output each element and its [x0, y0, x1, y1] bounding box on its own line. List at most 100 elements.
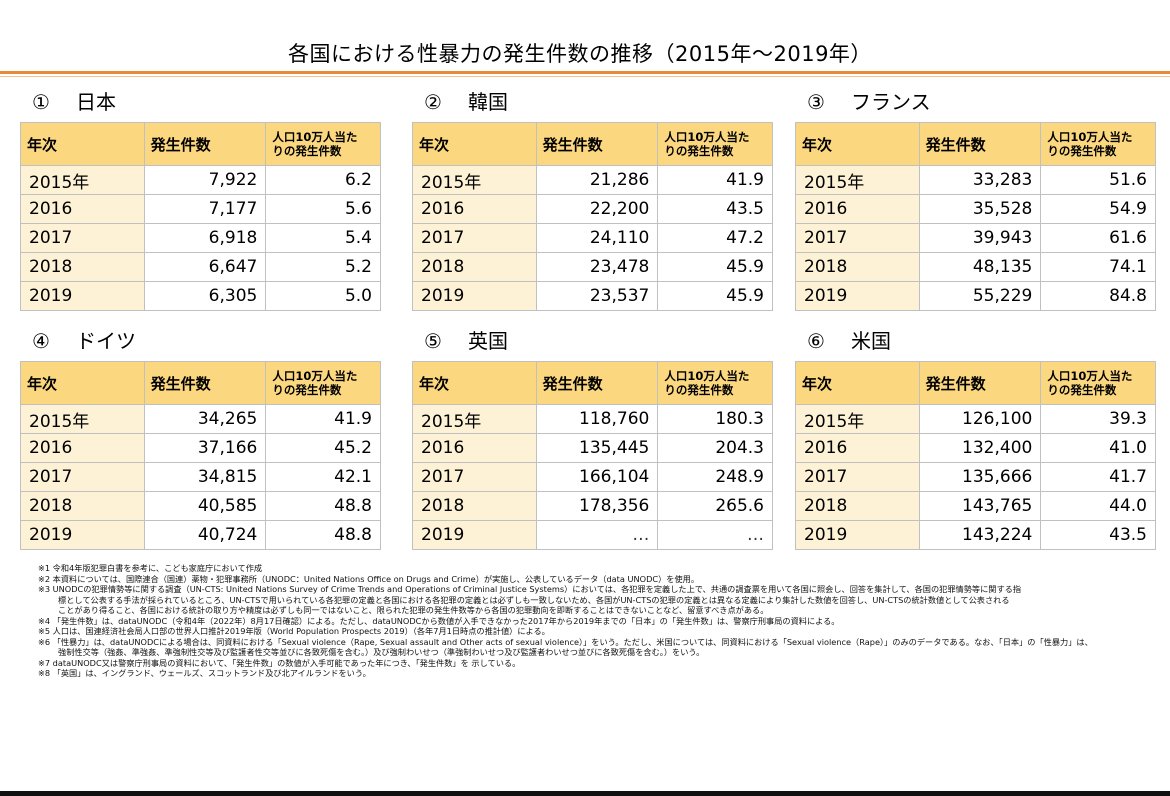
- country-panel: ③ フランス 年次 発生件数 人口10万人当た りの発生件数 2015年 33,283 51.6…: [795, 89, 1156, 311]
- cell-year: 2015年: [795, 165, 920, 195]
- cell-count: 6,647: [143, 252, 267, 282]
- header-rate: 人口10万人当た りの発生件数: [1040, 122, 1156, 166]
- cell-rate: 41.0: [1040, 433, 1156, 463]
- cell-rate: 204.3: [657, 433, 773, 463]
- cell-year: 2019: [20, 281, 145, 311]
- cell-rate: 180.3: [657, 404, 773, 434]
- cell-year: 2018: [20, 491, 145, 521]
- cell-year: 2015年: [20, 404, 145, 434]
- table-row: 2019……: [412, 520, 773, 550]
- table-header-row: 年次 発生件数 人口10万人当た りの発生件数: [20, 122, 381, 166]
- header-count: 発生件数: [918, 361, 1042, 405]
- table-row: 2019 143,224 43.5: [795, 520, 1156, 550]
- table-row: 2019 40,724 48.8: [20, 520, 381, 550]
- cell-rate: 45.2: [265, 433, 381, 463]
- table-row: 2016 132,400 41.0: [795, 433, 1156, 463]
- country-name: フランス: [851, 90, 931, 114]
- cell-rate: 47.2: [657, 223, 773, 253]
- title-underline-thin: [0, 76, 1170, 77]
- cell-count: 39,943: [918, 223, 1042, 253]
- cell-rate: 54.9: [1040, 194, 1156, 224]
- cell-count: 40,585: [143, 491, 267, 521]
- cell-count: 143,765: [918, 491, 1042, 521]
- table-row: 2015年 7,922 6.2: [20, 165, 381, 195]
- header-rate-line1: 人口10万人当た: [1047, 369, 1133, 383]
- cell-count: 135,666: [918, 462, 1042, 492]
- header-rate-line1: 人口10万人当た: [664, 369, 750, 383]
- country-name: 英国: [468, 329, 508, 353]
- cell-rate: 61.6: [1040, 223, 1156, 253]
- cell-rate: 48.8: [265, 520, 381, 550]
- header-year: 年次: [795, 361, 920, 405]
- cell-rate: 5.4: [265, 223, 381, 253]
- cell-rate: …: [657, 520, 773, 550]
- cell-rate: 84.8: [1040, 281, 1156, 311]
- header-rate-line1: 人口10万人当た: [664, 130, 750, 144]
- cell-count: 135,445: [535, 433, 659, 463]
- cell-rate: 44.0: [1040, 491, 1156, 521]
- header-rate-line1: 人口10万人当た: [1047, 130, 1133, 144]
- statistics-table: 年次 発生件数 人口10万人当た りの発生件数 2015年 118,760 180.3 201…: [412, 361, 773, 550]
- cell-rate: 43.5: [1040, 520, 1156, 550]
- cell-year: 2015年: [412, 404, 537, 434]
- cell-rate: 41.7: [1040, 462, 1156, 492]
- cell-year: 2019: [20, 520, 145, 550]
- table-row: 2019 55,229 84.8: [795, 281, 1156, 311]
- cell-count: 7,922: [143, 165, 267, 195]
- bottom-bar: [0, 791, 1170, 796]
- cell-year: 2017: [795, 462, 920, 492]
- footnote-6: ※6 「性暴力」は、dataUNODCによる場合は、同資料における「Sexual…: [38, 636, 1093, 647]
- cell-count: 118,760: [535, 404, 659, 434]
- country-panel: ⑤ 英国年次 発生件数 人口10万人当た りの発生件数 2015年 118,760 180.3…: [412, 328, 773, 550]
- table-row: 2018 6,647 5.2: [20, 252, 381, 282]
- cell-rate: 43.5: [657, 194, 773, 224]
- cell-rate: 265.6: [657, 491, 773, 521]
- cell-year: 2017: [795, 223, 920, 253]
- header-year: 年次: [20, 122, 145, 166]
- cell-year: 2016: [795, 194, 920, 224]
- cell-count: 7,177: [143, 194, 267, 224]
- cell-year: 2018: [412, 491, 537, 521]
- header-count: 発生件数: [535, 361, 659, 405]
- country-number: ②: [424, 90, 442, 114]
- table-row: 2018 143,765 44.0: [795, 491, 1156, 521]
- table-row: 2016 135,445 204.3: [412, 433, 773, 463]
- header-rate-line1: 人口10万人当た: [272, 369, 358, 383]
- table-row: 2017 39,943 61.6: [795, 223, 1156, 253]
- header-count: 発生件数: [143, 122, 267, 166]
- table-row: 2017 135,666 41.7: [795, 462, 1156, 492]
- cell-rate: 6.2: [265, 165, 381, 195]
- table-header-row: 年次 発生件数 人口10万人当た りの発生件数: [412, 361, 773, 405]
- table-header-row: 年次 発生件数 人口10万人当た りの発生件数: [412, 122, 773, 166]
- footnote-4: ※4 「発生件数」は、dataUNODC（令和4年（2022年）8月17日確認）…: [38, 615, 840, 626]
- cell-year: 2018: [20, 252, 145, 282]
- cell-year: 2018: [795, 252, 920, 282]
- header-count: 発生件数: [143, 361, 267, 405]
- header-rate-line2: りの発生件数: [664, 383, 734, 397]
- table-row: 2018 40,585 48.8: [20, 491, 381, 521]
- country-number: ⑥: [807, 329, 825, 353]
- cell-rate: 41.9: [265, 404, 381, 434]
- country-panel: ② 韓国年次 発生件数 人口10万人当た りの発生件数 2015年 21,286 41.9 20…: [412, 89, 773, 311]
- header-count: 発生件数: [535, 122, 659, 166]
- statistics-table: 年次 発生件数 人口10万人当た りの発生件数 2015年 21,286 41.9 2016 2…: [412, 122, 773, 311]
- footnote-2: ※2 本資料については、国際連合（国連）薬物・犯罪事務所（UNODC：Unite…: [38, 573, 700, 584]
- cell-count: 33,283: [918, 165, 1042, 195]
- country-heading: ④ ドイツ: [20, 328, 372, 354]
- country-name: 韓国: [468, 90, 508, 114]
- cell-rate: 45.9: [657, 252, 773, 282]
- country-heading: ⑤ 英国: [412, 328, 764, 354]
- country-number: ⑤: [424, 329, 442, 353]
- title-underline: [0, 71, 1170, 74]
- table-row: 2017 34,815 42.1: [20, 462, 381, 492]
- cell-rate: 41.9: [657, 165, 773, 195]
- footnote-6-cont: 強制性交等（強姦、準強姦、準強制性交等及び監護者性交等並びに各致死傷を含む。）及…: [58, 647, 705, 657]
- cell-year: 2019: [795, 281, 920, 311]
- cell-year: 2019: [412, 281, 537, 311]
- cell-year: 2016: [412, 433, 537, 463]
- cell-year: 2017: [412, 462, 537, 492]
- header-year: 年次: [795, 122, 920, 166]
- cell-year: 2019: [412, 520, 537, 550]
- cell-rate: 45.9: [657, 281, 773, 311]
- table-row: 2017 166,104 248.9: [412, 462, 773, 492]
